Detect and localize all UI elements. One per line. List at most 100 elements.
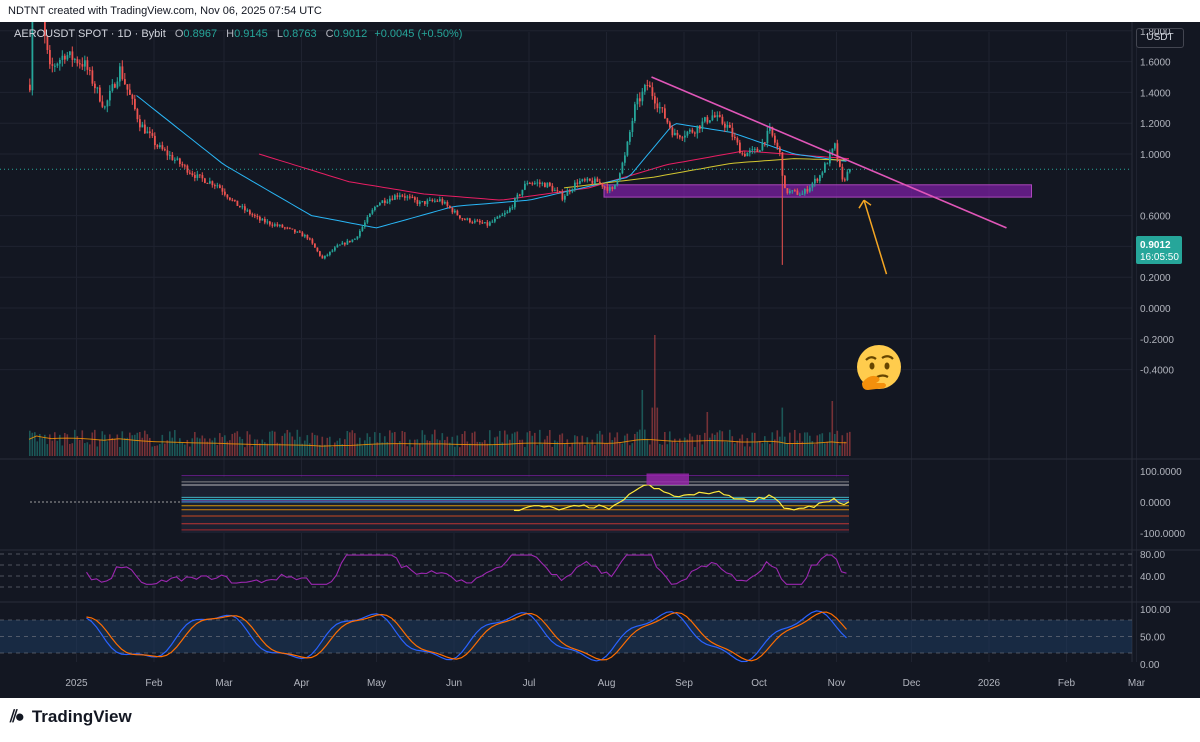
candle[interactable] — [54, 63, 56, 72]
candle[interactable] — [329, 251, 331, 257]
candle[interactable] — [534, 180, 536, 185]
candle[interactable] — [849, 168, 851, 174]
candle[interactable] — [509, 206, 511, 213]
candle[interactable] — [706, 115, 709, 125]
candle[interactable] — [176, 156, 179, 161]
candle[interactable] — [229, 197, 231, 201]
candle[interactable] — [324, 255, 326, 260]
candle[interactable] — [311, 237, 314, 245]
candle[interactable] — [101, 95, 104, 109]
candle[interactable] — [514, 197, 516, 210]
candle[interactable] — [816, 177, 819, 184]
candle[interactable] — [204, 177, 206, 184]
candle[interactable] — [731, 122, 734, 141]
candle[interactable] — [439, 196, 441, 203]
candle[interactable] — [611, 186, 614, 192]
candle[interactable] — [421, 201, 424, 203]
candle[interactable] — [539, 179, 541, 188]
candle[interactable] — [171, 152, 174, 161]
candle[interactable] — [466, 217, 469, 221]
candle[interactable] — [194, 171, 196, 182]
candle[interactable] — [261, 217, 264, 221]
candle[interactable] — [241, 203, 244, 210]
candle[interactable] — [331, 249, 334, 253]
candle[interactable] — [296, 231, 299, 233]
candle[interactable] — [521, 189, 524, 198]
candle[interactable] — [759, 149, 761, 153]
candle[interactable] — [499, 214, 501, 219]
candle[interactable] — [96, 86, 99, 94]
candle[interactable] — [836, 139, 839, 163]
candle[interactable] — [561, 189, 564, 202]
candle[interactable] — [186, 164, 189, 175]
candle[interactable] — [426, 198, 429, 207]
candle[interactable] — [601, 182, 604, 189]
candle[interactable] — [134, 94, 136, 111]
candle[interactable] — [66, 51, 69, 61]
candle[interactable] — [29, 78, 31, 93]
candle[interactable] — [364, 220, 366, 229]
candle[interactable] — [381, 200, 384, 204]
candle[interactable] — [419, 200, 421, 207]
tradingview-logo-icon[interactable]: ⫽● TradingView — [10, 707, 132, 726]
candle[interactable] — [416, 197, 419, 207]
candle[interactable] — [821, 170, 824, 178]
candle[interactable] — [571, 188, 574, 194]
candle[interactable] — [716, 111, 719, 122]
candle[interactable] — [351, 239, 354, 243]
candle[interactable] — [46, 35, 49, 54]
candle[interactable] — [71, 46, 74, 67]
candle[interactable] — [694, 131, 696, 137]
candle[interactable] — [474, 218, 476, 224]
candle[interactable] — [344, 242, 346, 247]
candle[interactable] — [659, 102, 661, 114]
candle[interactable] — [49, 45, 51, 69]
candle[interactable] — [564, 194, 566, 203]
candle[interactable] — [494, 217, 496, 224]
candle[interactable] — [576, 179, 579, 188]
candle[interactable] — [651, 82, 654, 100]
candle[interactable] — [336, 243, 339, 248]
candle[interactable] — [259, 215, 261, 224]
candle[interactable] — [221, 185, 224, 196]
candle[interactable] — [691, 127, 694, 134]
candle[interactable] — [681, 135, 684, 141]
candle[interactable] — [239, 205, 241, 208]
candle[interactable] — [284, 226, 286, 230]
trading-chart[interactable]: 2.00001.80001.60001.40001.20001.00000.60… — [0, 22, 1200, 698]
candle[interactable] — [666, 117, 669, 125]
candle[interactable] — [741, 150, 744, 156]
candle[interactable] — [354, 238, 356, 240]
candle[interactable] — [529, 181, 531, 184]
candle[interactable] — [201, 172, 204, 182]
candle[interactable] — [704, 116, 706, 123]
candle[interactable] — [579, 178, 581, 185]
candle[interactable] — [646, 79, 649, 91]
candle[interactable] — [51, 57, 54, 73]
candle[interactable] — [489, 220, 491, 227]
candle[interactable] — [106, 99, 109, 113]
candle[interactable] — [144, 119, 146, 134]
candle[interactable] — [644, 83, 646, 95]
candle[interactable] — [604, 186, 606, 190]
candle[interactable] — [166, 145, 169, 161]
candle[interactable] — [811, 181, 814, 192]
candle[interactable] — [679, 134, 681, 140]
candle[interactable] — [789, 188, 791, 195]
candle[interactable] — [111, 79, 114, 93]
candle[interactable] — [291, 228, 294, 230]
candle[interactable] — [541, 181, 544, 187]
candle[interactable] — [501, 212, 504, 217]
candle[interactable] — [209, 177, 211, 185]
candle[interactable] — [214, 183, 216, 190]
candle[interactable] — [621, 161, 624, 175]
candle[interactable] — [394, 193, 396, 200]
candle[interactable] — [654, 92, 656, 110]
candle[interactable] — [126, 84, 129, 96]
candle[interactable] — [449, 205, 451, 209]
candle[interactable] — [216, 182, 219, 189]
candle[interactable] — [781, 152, 784, 265]
candle[interactable] — [506, 210, 509, 214]
candle[interactable] — [774, 133, 776, 146]
candle[interactable] — [434, 198, 436, 203]
